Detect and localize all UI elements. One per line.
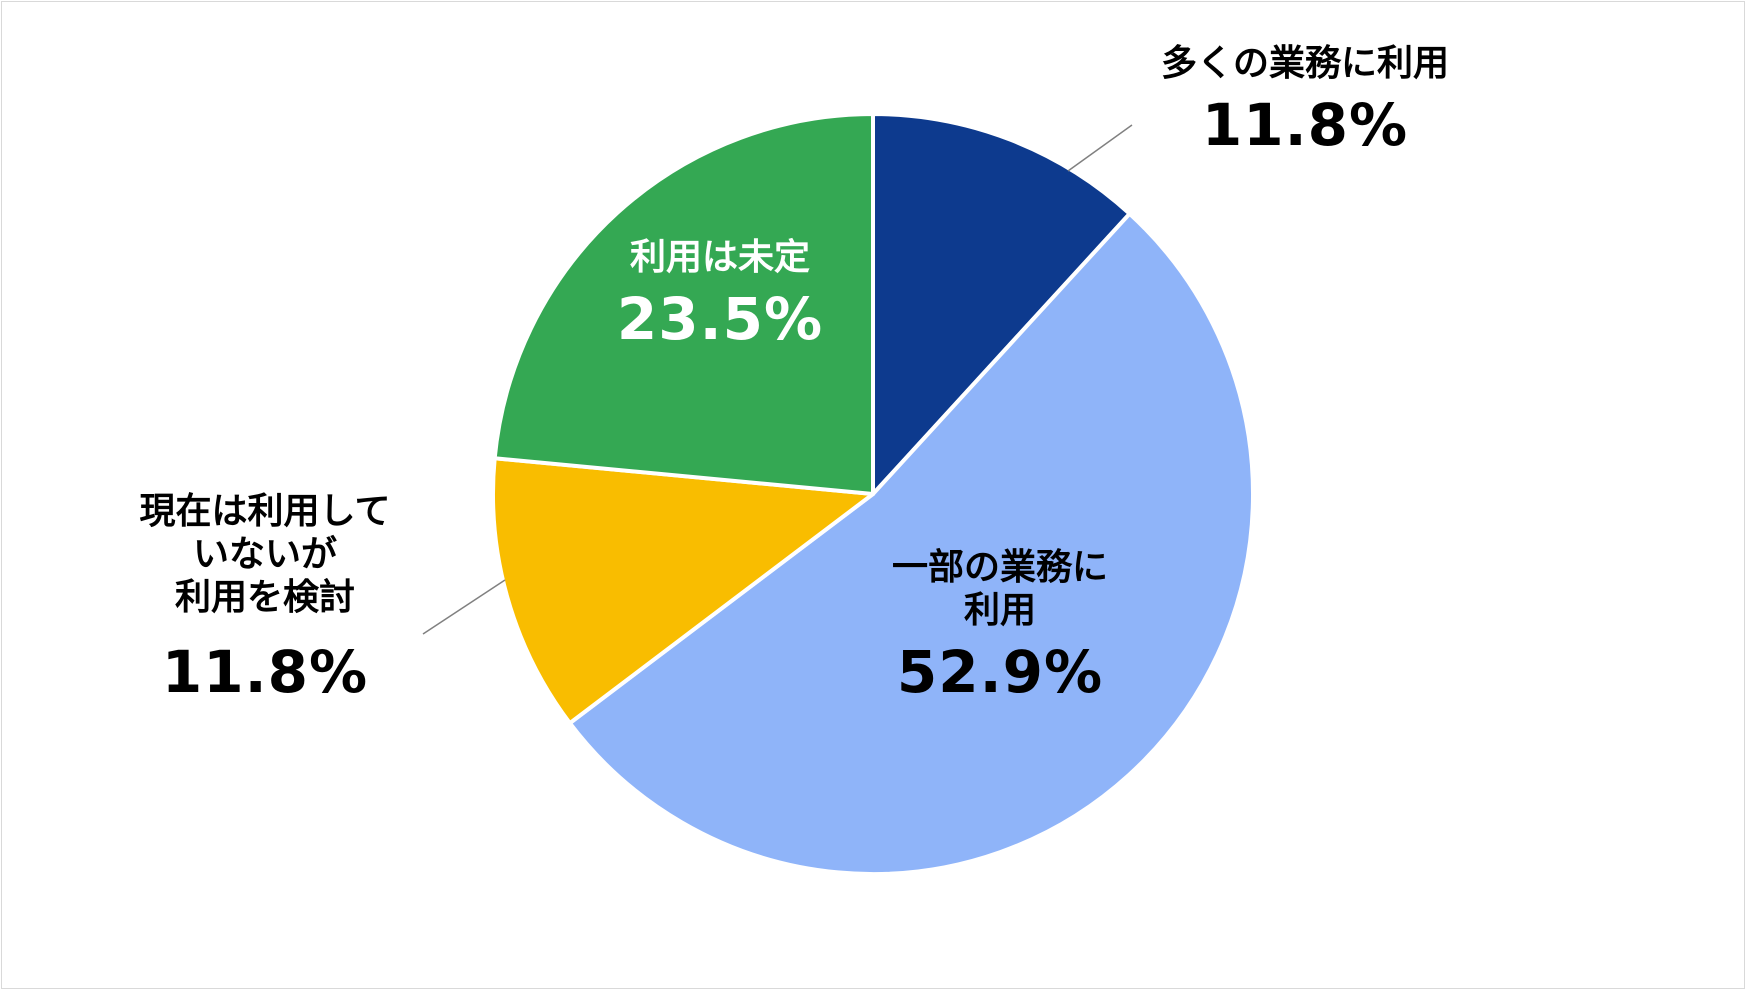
leader-line-slice-0	[1067, 124, 1133, 172]
slice-label-0-value: 11.8%	[1201, 91, 1409, 160]
slice-label-1-name: 一部の業務に 利用	[891, 547, 1108, 632]
leader-line-slice-2	[422, 579, 506, 635]
pie-slice-3	[492, 112, 875, 496]
slice-label-3: 利用は未定 23.5%	[570, 236, 870, 355]
pie-slice-1	[567, 211, 1255, 876]
slice-label-2: 現在は利用して いないが 利用を検討 11.8%	[95, 490, 435, 707]
slice-label-2-value: 11.8%	[161, 637, 369, 706]
slice-label-0: 多くの業務に利用 11.8%	[1095, 42, 1515, 161]
pie-slice-2	[491, 456, 875, 726]
slice-label-3-name: 利用は未定	[629, 237, 810, 278]
slice-label-0-name: 多くの業務に利用	[1160, 43, 1449, 84]
pie-slice-0	[871, 112, 1132, 496]
slice-label-3-value: 23.5%	[616, 285, 824, 354]
slice-label-1-value: 52.9%	[896, 638, 1104, 707]
slice-label-2-name: 現在は利用して いないが 利用を検討	[139, 491, 391, 619]
slice-label-1: 一部の業務に 利用 52.9%	[820, 546, 1180, 708]
